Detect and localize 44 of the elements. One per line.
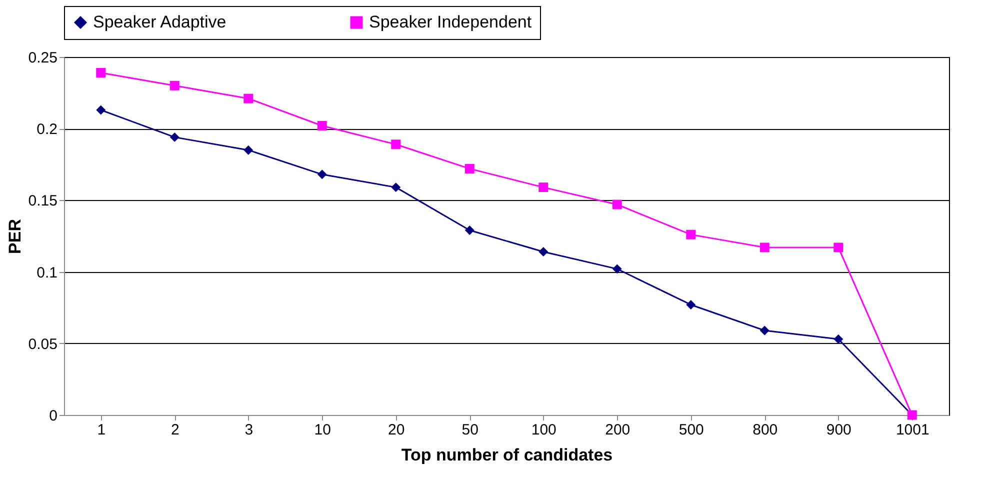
point <box>96 68 106 78</box>
point <box>686 300 696 310</box>
x-tick-label: 200 <box>605 422 630 438</box>
y-tick-label: 0.25 <box>28 50 58 66</box>
point <box>391 140 401 150</box>
y-axis-title: PER <box>5 219 24 254</box>
point <box>760 326 770 336</box>
point <box>244 94 254 104</box>
point <box>170 80 180 90</box>
point <box>686 230 696 240</box>
point <box>538 247 548 256</box>
x-tick-label: 500 <box>678 422 704 438</box>
y-tick-label: 0 <box>49 408 58 424</box>
point <box>170 132 180 142</box>
point <box>317 170 327 180</box>
y-tick-label: 0.2 <box>36 121 58 138</box>
point <box>244 145 254 155</box>
x-axis-title: Top number of candidates <box>401 446 613 464</box>
x-tick-label: 2 <box>170 422 180 438</box>
legend-label: Speaker Independent <box>369 12 532 32</box>
x-tick-label: 1001 <box>896 422 930 438</box>
y-tick-label: 0.05 <box>28 336 58 353</box>
point <box>464 164 474 174</box>
x-tick-label: 10 <box>314 422 331 438</box>
point <box>317 120 327 130</box>
y-tick-label: 0.15 <box>28 192 58 210</box>
x-tick-label: 800 <box>752 422 778 438</box>
point <box>612 264 622 274</box>
point <box>760 242 770 252</box>
x-tick-label: 900 <box>826 422 852 438</box>
x-tick-label: 50 <box>462 422 478 438</box>
point <box>464 226 474 236</box>
x-tick-label: 100 <box>531 422 556 438</box>
x-tick-label: 3 <box>244 422 254 438</box>
point <box>612 200 622 210</box>
x-tick-label: 1 <box>97 422 106 438</box>
point <box>834 242 844 252</box>
y-tick-label: 0.1 <box>36 264 58 282</box>
point <box>391 182 401 192</box>
x-tick-label: 20 <box>388 422 405 438</box>
legend-label: Speaker Adaptive <box>93 12 226 32</box>
point <box>96 105 106 115</box>
point <box>834 334 844 344</box>
point <box>538 182 548 192</box>
